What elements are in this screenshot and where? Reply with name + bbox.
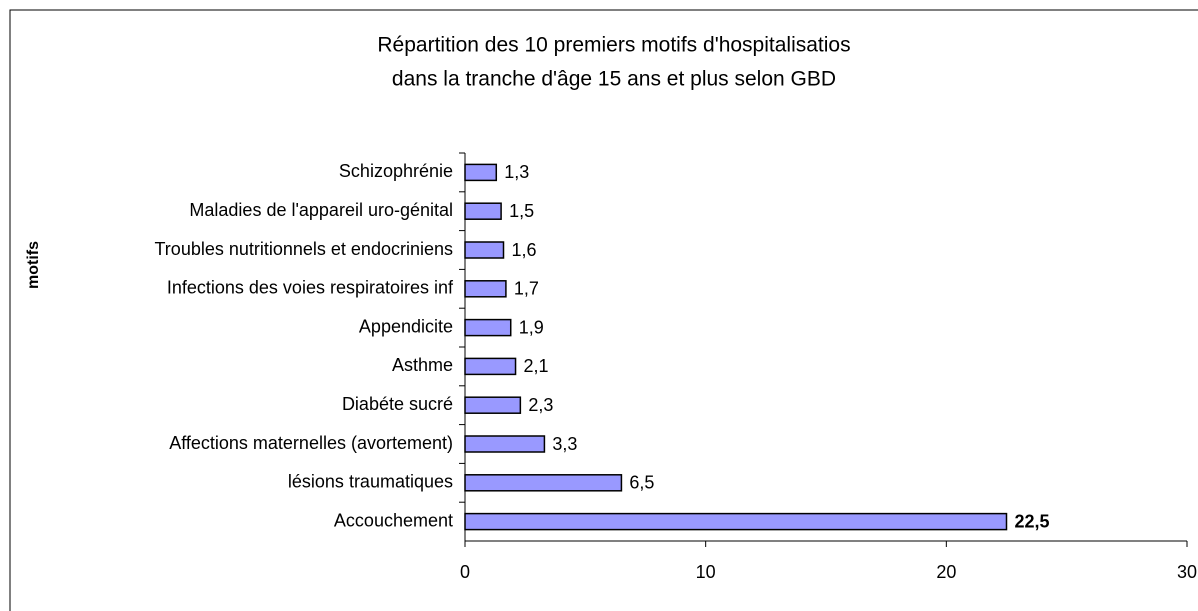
bar: [464, 474, 623, 492]
chart-title: Répartition des 10 premiers motifs d'hos…: [377, 34, 850, 57]
x-tick-label: 20: [936, 562, 956, 582]
bar: [464, 280, 507, 298]
y-tick-label: Affections maternelles (avortement): [169, 433, 453, 453]
y-tick-label: Appendicite: [359, 316, 453, 336]
y-axis-label: motifs: [25, 241, 42, 289]
data-label: 6,5: [629, 473, 654, 493]
y-tick-label: Troubles nutritionnels et endocriniens: [154, 239, 453, 259]
bar: [464, 435, 546, 453]
bar: [464, 396, 522, 414]
bar: [464, 241, 505, 259]
bar: [464, 512, 1008, 531]
x-tick-label: 10: [696, 562, 716, 582]
bar: [464, 357, 517, 376]
y-tick-label: Accouchement: [334, 510, 453, 530]
data-label: 2,3: [528, 395, 553, 415]
data-label: 1,9: [519, 317, 544, 337]
data-label: 1,5: [509, 201, 534, 221]
data-label: 1,6: [512, 240, 537, 260]
bar: [464, 318, 512, 337]
data-label: 2,1: [524, 356, 549, 376]
y-tick-label: Diabéte sucré: [342, 394, 453, 414]
x-tick-label: 0: [460, 562, 470, 582]
chart-title: dans la tranche d'âge 15 ans et plus sel…: [392, 68, 836, 91]
bar: [464, 163, 498, 182]
data-label: 22,5: [1015, 511, 1050, 531]
data-label: 1,3: [504, 162, 529, 182]
data-label: 3,3: [552, 434, 577, 454]
bar: [464, 202, 502, 220]
data-label: 1,7: [514, 279, 539, 299]
chart-frame: [9, 9, 1198, 611]
x-tick-label: 30: [1177, 562, 1197, 582]
y-tick-label: Infections des voies respiratoires inf: [167, 278, 454, 298]
y-tick-label: lésions traumatiques: [288, 472, 453, 492]
y-tick-label: Schizophrénie: [339, 161, 453, 181]
y-tick-label: Maladies de l'appareil uro-génital: [189, 200, 453, 220]
y-tick-label: Asthme: [392, 355, 453, 375]
